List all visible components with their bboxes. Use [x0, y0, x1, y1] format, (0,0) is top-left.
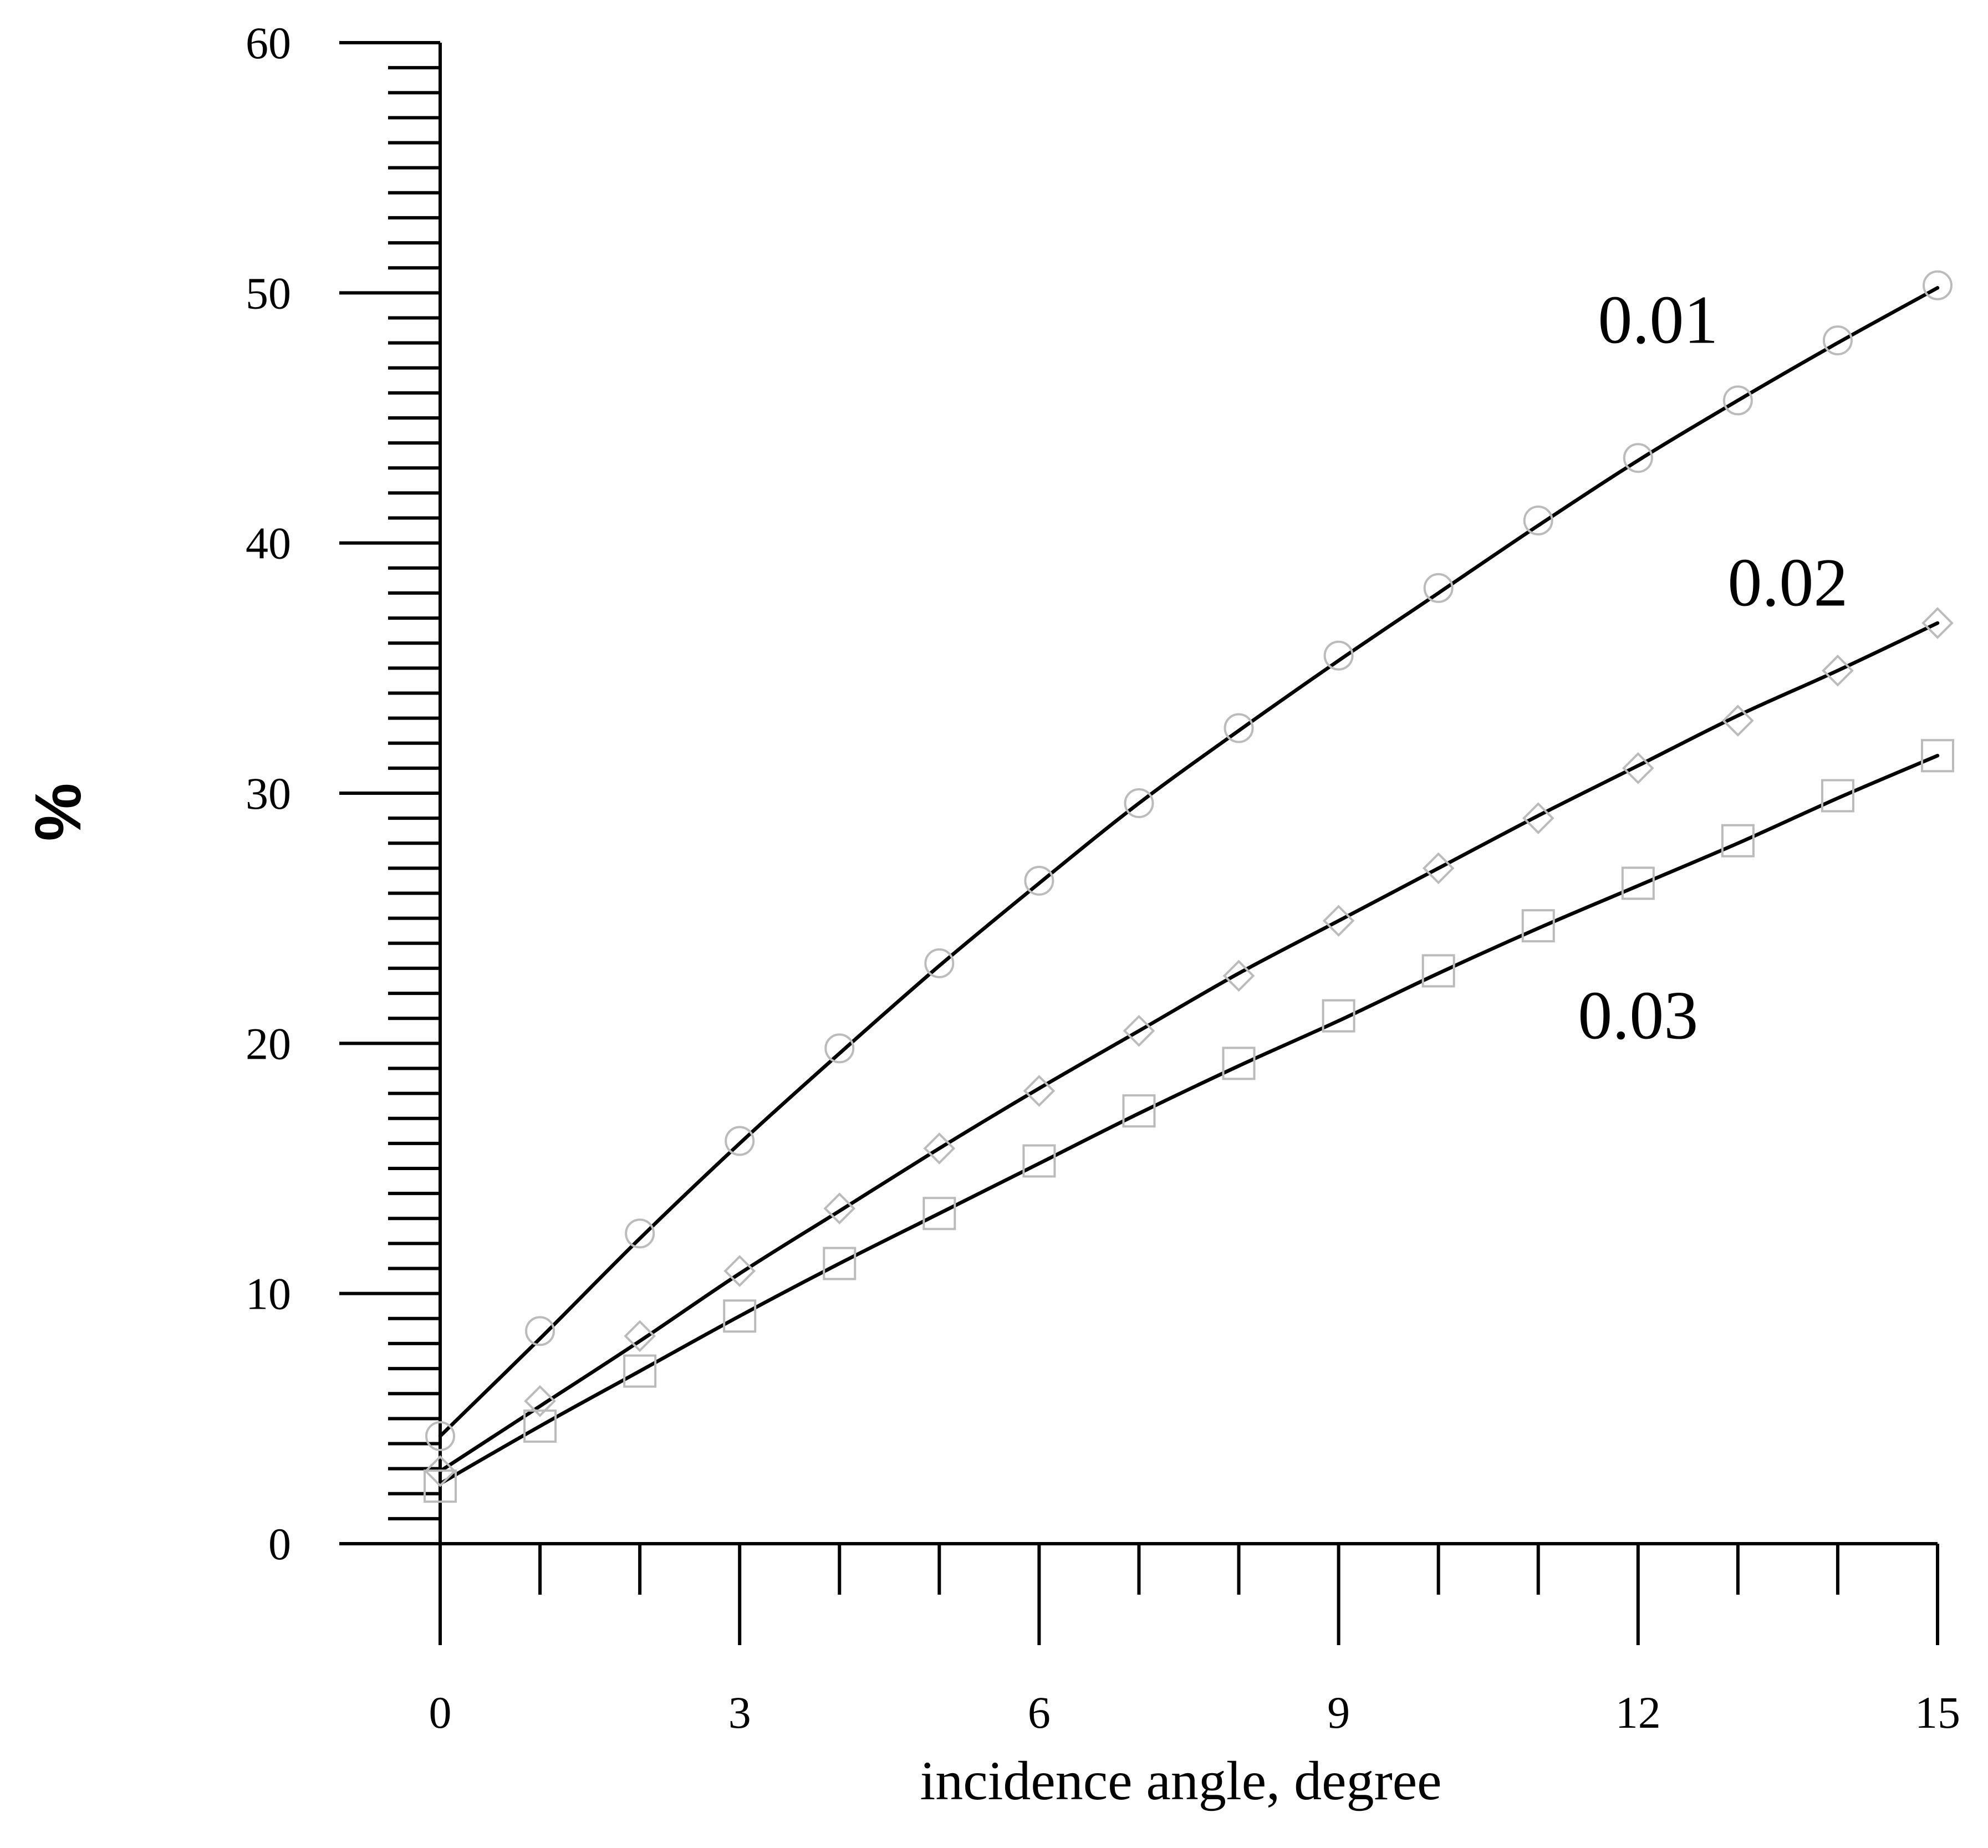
data-point	[725, 1126, 755, 1156]
x-tick-label: 15	[1915, 1687, 1960, 1738]
x-tick-label: 12	[1615, 1687, 1661, 1738]
data-point	[1023, 1075, 1056, 1107]
data-point	[1921, 739, 1954, 773]
series-markers	[424, 270, 1954, 1503]
data-point	[1721, 824, 1755, 857]
data-point	[723, 1299, 757, 1333]
labels: incidence angle, degree % 0.01 0.02 0.03	[22, 282, 1848, 1811]
data-point	[823, 1192, 856, 1225]
data-point	[1722, 385, 1753, 416]
y-tick-label: 50	[246, 268, 291, 318]
data-point	[1623, 443, 1653, 473]
data-point	[824, 1033, 855, 1064]
data-point	[1322, 905, 1355, 937]
y-tick-label: 60	[246, 18, 291, 68]
data-point	[1224, 713, 1254, 743]
y-tick-label: 10	[246, 1269, 291, 1319]
data-point	[922, 1197, 956, 1231]
data-point	[823, 1247, 857, 1280]
x-tick-label: 9	[1327, 1687, 1350, 1738]
data-point	[1522, 802, 1554, 834]
y-axis-title: %	[22, 783, 95, 841]
series-line-0.01	[438, 286, 1940, 1438]
data-point	[424, 1455, 456, 1487]
data-point	[623, 1354, 657, 1388]
y-tick-label: 20	[246, 1018, 291, 1069]
data-point	[1821, 779, 1854, 813]
data-point	[1322, 999, 1355, 1033]
x-axis-title: incidence angle, degree	[920, 1750, 1441, 1811]
x-tick-label: 0	[429, 1687, 452, 1738]
series-label-0.02: 0.02	[1727, 545, 1848, 621]
data-point	[924, 948, 955, 978]
x-tick-label: 6	[1028, 1687, 1051, 1738]
data-point	[1621, 866, 1655, 900]
series-line-0.03	[438, 754, 1940, 1485]
data-point	[1521, 909, 1555, 943]
data-point	[1323, 640, 1354, 671]
series-label-0.01: 0.01	[1598, 282, 1718, 358]
data-point	[525, 1316, 555, 1346]
data-point	[1122, 1094, 1156, 1128]
y-tick-label: 30	[246, 768, 291, 819]
data-point	[1421, 954, 1455, 988]
axes: 0 10 20 30 40 50 60 0 3 6 9 12 15	[246, 18, 1960, 1738]
data-point	[923, 1132, 956, 1165]
data-point	[1222, 1046, 1256, 1080]
data-point	[1022, 1144, 1056, 1178]
y-tick-label: 40	[246, 518, 291, 569]
data-point	[1423, 573, 1454, 603]
data-point	[1921, 607, 1954, 639]
data-point	[1822, 655, 1854, 687]
data-point	[723, 1255, 756, 1287]
data-point	[424, 1469, 457, 1503]
data-point	[1024, 865, 1054, 896]
data-point	[1923, 270, 1953, 300]
data-point	[1722, 705, 1754, 737]
data-point	[1123, 1014, 1155, 1047]
data-point	[1222, 959, 1255, 992]
x-tick-label: 3	[728, 1687, 751, 1738]
data-point	[624, 1320, 656, 1352]
data-point	[1523, 506, 1553, 536]
data-point	[425, 1421, 455, 1451]
data-point	[1124, 788, 1154, 819]
series-line-0.02	[438, 621, 1940, 1473]
data-point	[524, 1385, 556, 1417]
data-point	[1622, 752, 1654, 784]
data-point	[625, 1218, 655, 1249]
series-label-0.03: 0.03	[1578, 977, 1698, 1053]
series-lines	[438, 286, 1940, 1485]
data-point	[1422, 852, 1455, 885]
data-point	[1822, 325, 1853, 356]
data-point	[523, 1409, 557, 1443]
y-tick-label: 0	[268, 1519, 291, 1569]
